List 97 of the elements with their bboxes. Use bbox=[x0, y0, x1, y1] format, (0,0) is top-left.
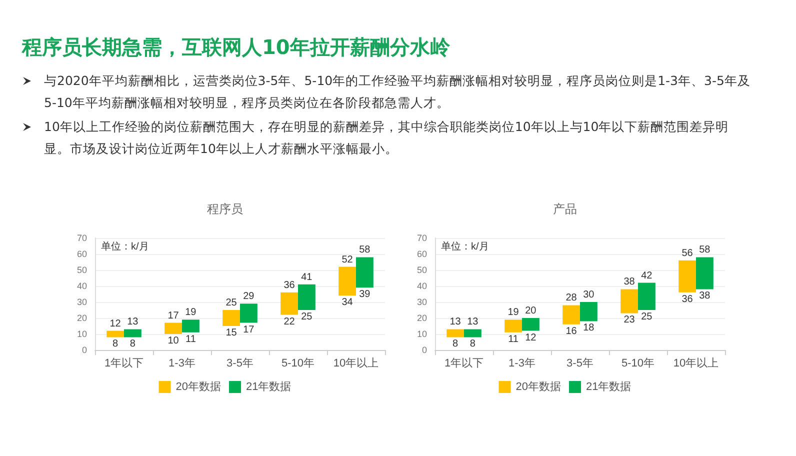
annotation: 39 bbox=[359, 289, 371, 300]
y-tick-label: 50 bbox=[76, 265, 87, 275]
y-tick-label: 30 bbox=[76, 297, 87, 307]
annotation: 8 bbox=[452, 338, 459, 350]
annotation: 8 bbox=[130, 338, 136, 350]
annotation: 38 bbox=[699, 290, 711, 302]
annotation: 25 bbox=[641, 312, 653, 322]
bar bbox=[222, 310, 240, 326]
data-label: 17 bbox=[168, 310, 180, 322]
text: 与2020年平均薪酬相比，运营类岗位3-5年、5-10年的工作经验平均薪酬涨幅相对较明显，程序员岗位则是1-3年、3-5年及5-10年平均薪酬涨幅相对较明显，程序员类岗位在各阶段都急需人才。 bbox=[43, 72, 752, 112]
data-label: 19 bbox=[508, 307, 520, 318]
x-tick-label: 1-3年 bbox=[168, 358, 196, 370]
bar bbox=[580, 302, 598, 322]
bar bbox=[356, 257, 374, 288]
y-tick-label: 20 bbox=[76, 313, 87, 323]
data-label: 25 bbox=[226, 298, 238, 308]
bar bbox=[298, 284, 316, 310]
annotation: 15 bbox=[226, 328, 238, 338]
bar bbox=[164, 322, 182, 334]
annotation: 22 bbox=[284, 316, 296, 328]
bar bbox=[240, 304, 258, 323]
annotation: 8 bbox=[470, 338, 476, 350]
annotation: 36 bbox=[682, 294, 694, 305]
annotation: 11 bbox=[508, 334, 519, 345]
bar bbox=[638, 282, 656, 310]
data-label: 20 bbox=[525, 306, 537, 316]
x-tick-label: 3-5年 bbox=[226, 358, 254, 370]
legend-label: 20年数据 bbox=[176, 381, 222, 393]
annotation: 25 bbox=[301, 312, 313, 322]
annotation: 10 bbox=[168, 336, 180, 346]
y-axis-title: 单位：k/月 bbox=[101, 240, 149, 252]
y-tick-label: 70 bbox=[76, 233, 87, 243]
y-tick-label: 0 bbox=[422, 345, 427, 355]
x-tick-label: 10年以上 bbox=[333, 356, 379, 370]
annotation: 11 bbox=[186, 334, 196, 345]
data-label: 13 bbox=[467, 316, 479, 328]
data-label: 28 bbox=[566, 292, 578, 304]
data-label: 36 bbox=[284, 280, 296, 291]
y-axis-title: 单位：k/月 bbox=[441, 240, 489, 252]
bar bbox=[522, 318, 540, 331]
bar bbox=[678, 260, 696, 292]
annotation: 18 bbox=[583, 322, 595, 334]
data-label: 52 bbox=[342, 254, 354, 266]
x-tick-label: 1-3年 bbox=[508, 358, 536, 370]
bar bbox=[464, 329, 482, 338]
annotation: 34 bbox=[342, 297, 354, 308]
y-tick-label: 40 bbox=[416, 281, 427, 291]
bar bbox=[280, 292, 298, 315]
data-label: 58 bbox=[359, 244, 371, 256]
data-label: 30 bbox=[583, 290, 595, 300]
chart-title: 产品 bbox=[553, 202, 577, 216]
annotation: 23 bbox=[624, 314, 636, 326]
data-label: 56 bbox=[682, 248, 694, 259]
y-tick-label: 40 bbox=[76, 281, 87, 291]
data-label: 41 bbox=[301, 272, 313, 283]
bar bbox=[562, 305, 580, 324]
data-label: 13 bbox=[450, 316, 462, 328]
bar bbox=[106, 330, 124, 338]
chart-title: 程序员 bbox=[207, 202, 243, 216]
x-tick-label: 1年以下 bbox=[104, 356, 144, 370]
y-tick-label: 10 bbox=[76, 329, 87, 339]
y-tick-label: 0 bbox=[82, 345, 87, 355]
x-tick-label: 3-5年 bbox=[566, 358, 594, 370]
annotation: 17 bbox=[243, 324, 255, 336]
y-tick-label: 10 bbox=[416, 329, 427, 339]
y-tick-label: 30 bbox=[416, 297, 427, 307]
x-tick-label: 5-10年 bbox=[281, 358, 315, 370]
y-tick-label: 60 bbox=[76, 249, 87, 259]
y-tick-label: 20 bbox=[416, 313, 427, 323]
x-tick-label: 1年以下 bbox=[444, 356, 484, 370]
y-tick-label: 50 bbox=[416, 265, 427, 275]
x-tick-label: 5-10年 bbox=[621, 358, 655, 370]
data-label: 19 bbox=[185, 307, 197, 318]
legend-label: 21年数据 bbox=[586, 381, 632, 393]
data-label: 38 bbox=[624, 276, 636, 288]
y-tick-label: 60 bbox=[416, 249, 427, 259]
annotation: 12 bbox=[525, 332, 537, 344]
annotation: 8 bbox=[112, 338, 119, 350]
data-label: 29 bbox=[243, 291, 255, 302]
bar bbox=[124, 329, 142, 338]
data-label: 58 bbox=[699, 244, 711, 256]
bar bbox=[182, 320, 200, 332]
legend-label: 20年数据 bbox=[516, 381, 562, 393]
data-label: 13 bbox=[127, 316, 139, 328]
data-label: 12 bbox=[110, 318, 122, 330]
y-tick-label: 70 bbox=[416, 233, 427, 243]
bar bbox=[446, 329, 464, 338]
text: 10年以上工作经验的岗位薪酬范围大，存在明显的薪酬差异，其中综合职能类岗位10年以上与10年以下薪酬范围差异明显。市场及设计岗位近两年10年以上人才薪酬水平涨幅最小。 bbox=[43, 118, 730, 158]
x-tick-label: 10年以上 bbox=[673, 356, 719, 370]
bar bbox=[620, 289, 638, 314]
text: 程序员长期急需，互联网人10年拉开薪酬分水岭 bbox=[22, 34, 450, 61]
annotation: 16 bbox=[566, 326, 578, 337]
data-label: 42 bbox=[641, 270, 653, 282]
bar bbox=[504, 320, 522, 332]
bar bbox=[696, 257, 714, 290]
legend-label: 21年数据 bbox=[246, 381, 292, 393]
bar bbox=[338, 266, 356, 296]
